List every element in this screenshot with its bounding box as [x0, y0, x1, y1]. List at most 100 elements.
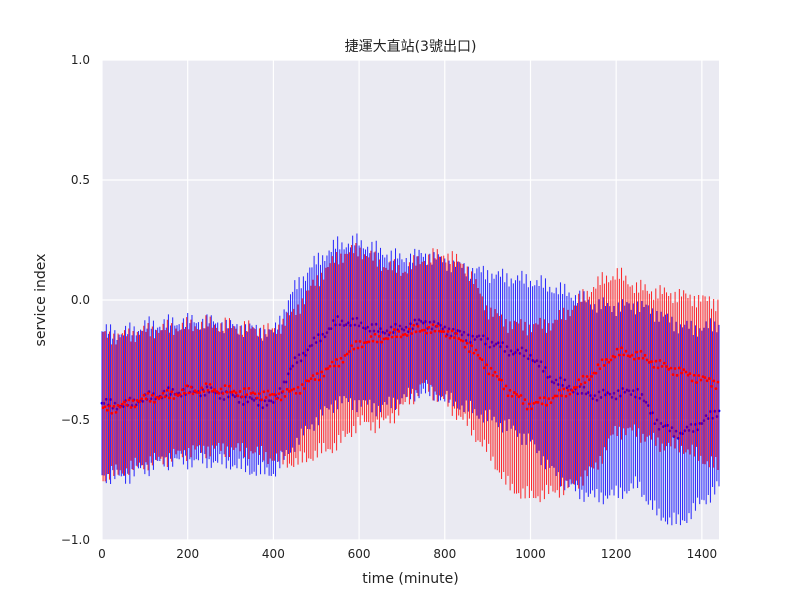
- mean-point: [699, 378, 703, 382]
- x-tick-label: 1200: [601, 547, 632, 561]
- mean-point: [515, 393, 518, 396]
- mean-point: [236, 394, 240, 398]
- mean-point: [551, 396, 555, 400]
- mean-point: [534, 400, 538, 404]
- mean-point: [105, 408, 109, 412]
- mean-point: [532, 401, 536, 405]
- mean-point: [127, 398, 131, 402]
- mean-point: [626, 354, 630, 358]
- mean-point: [268, 393, 272, 397]
- mean-point: [333, 364, 336, 368]
- x-tick-label: 200: [176, 547, 199, 561]
- mean-point: [300, 383, 304, 386]
- mean-point: [605, 358, 608, 361]
- mean-point: [365, 340, 368, 344]
- mean-point: [498, 378, 501, 381]
- mean-point: [153, 400, 156, 404]
- mean-point: [386, 337, 390, 341]
- mean-point: [210, 389, 214, 393]
- mean-point: [112, 404, 116, 408]
- mean-point: [513, 391, 516, 394]
- mean-point: [517, 395, 521, 399]
- chart-title: 捷運大直站(3號出口): [345, 38, 477, 55]
- mean-point: [682, 368, 686, 372]
- mean-point: [315, 372, 319, 375]
- mean-point: [485, 363, 488, 367]
- mean-point: [433, 329, 437, 333]
- mean-point: [352, 347, 356, 351]
- mean-point: [425, 331, 428, 335]
- mean-point: [667, 367, 671, 371]
- mean-point: [262, 390, 266, 394]
- x-tick-label: 1400: [687, 547, 718, 561]
- mean-point: [324, 367, 328, 371]
- mean-point: [703, 376, 707, 380]
- mean-point: [114, 410, 118, 414]
- mean-point: [142, 393, 146, 397]
- mean-point: [328, 364, 332, 368]
- mean-point: [157, 397, 161, 401]
- mean-point: [343, 354, 347, 357]
- mean-point: [504, 384, 508, 388]
- mean-point: [562, 387, 566, 391]
- mean-point: [440, 330, 443, 333]
- series-red: [101, 243, 720, 503]
- x-tick-label: 0: [98, 547, 106, 561]
- mean-point: [288, 390, 291, 393]
- x-tick-label: 800: [433, 547, 456, 561]
- mean-point: [624, 349, 628, 353]
- mean-point: [590, 374, 593, 378]
- mean-point: [341, 360, 345, 364]
- mean-point: [294, 391, 298, 395]
- mean-point: [453, 336, 456, 340]
- mean-point: [549, 401, 553, 405]
- mean-point: [463, 345, 467, 349]
- mean-point: [232, 389, 236, 393]
- mean-point: [583, 381, 587, 385]
- mean-point: [637, 356, 641, 360]
- mean-point: [110, 411, 114, 415]
- mean-point: [369, 335, 373, 338]
- mean-point: [444, 334, 448, 338]
- x-tick-label: 1000: [515, 547, 546, 561]
- mean-point: [523, 398, 527, 402]
- mean-point: [639, 349, 643, 353]
- mean-point: [645, 358, 649, 362]
- mean-point: [219, 387, 223, 391]
- mean-point: [285, 387, 289, 391]
- mean-point: [695, 381, 698, 384]
- mean-point: [669, 366, 673, 370]
- mean-point: [686, 373, 690, 377]
- mean-point: [223, 384, 227, 388]
- mean-point: [277, 392, 281, 396]
- mean-point: [654, 359, 658, 363]
- mean-point: [622, 353, 626, 357]
- mean-point: [311, 374, 315, 377]
- mean-point: [337, 364, 341, 368]
- mean-point: [170, 390, 174, 394]
- mean-point: [168, 396, 171, 400]
- mean-point: [472, 351, 476, 355]
- mean-point: [435, 324, 439, 328]
- mean-point: [707, 377, 711, 380]
- mean-point: [221, 392, 225, 395]
- mean-point: [585, 375, 589, 378]
- mean-point: [101, 406, 105, 410]
- mean-point: [506, 394, 510, 398]
- mean-point: [283, 395, 287, 398]
- mean-point: [309, 377, 313, 381]
- x-axis-label: time (minute): [362, 571, 458, 587]
- mean-point: [172, 397, 176, 400]
- mean-point: [630, 353, 634, 357]
- mean-point: [356, 346, 360, 350]
- mean-point: [429, 331, 433, 335]
- mean-point: [656, 366, 660, 370]
- mean-point: [354, 340, 358, 343]
- mean-point: [266, 389, 270, 393]
- mean-point: [360, 345, 364, 349]
- mean-point: [592, 371, 596, 375]
- mean-point: [238, 390, 242, 393]
- mean-point: [258, 392, 261, 396]
